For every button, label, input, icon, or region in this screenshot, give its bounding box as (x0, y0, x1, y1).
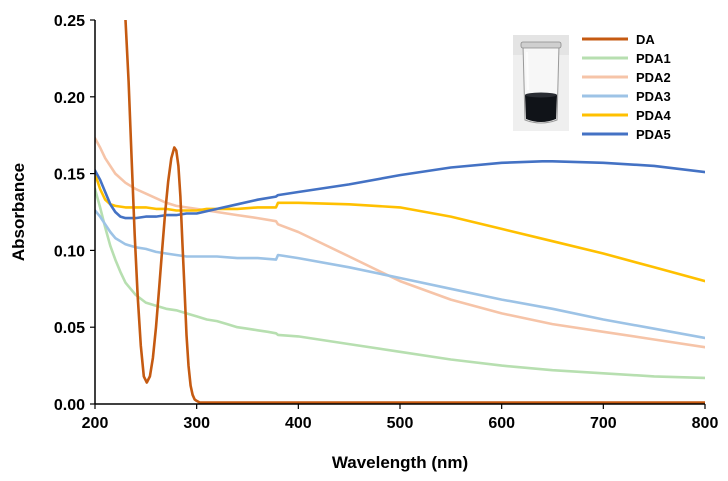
y-tick-label: 0.10 (54, 243, 85, 260)
legend-label-pda4: PDA4 (636, 108, 671, 123)
y-tick-label: 0.25 (54, 13, 85, 30)
x-tick-label: 400 (285, 415, 312, 432)
legend-label-pda1: PDA1 (636, 51, 671, 66)
x-tick-label: 600 (488, 415, 515, 432)
series-line-pda1 (95, 187, 705, 380)
y-axis-title: Absorbance (9, 163, 28, 261)
x-axis-title: Wavelength (nm) (332, 453, 468, 472)
legend-label-da: DA (636, 32, 655, 47)
y-tick-label: 0.15 (54, 167, 85, 184)
legend-label-pda3: PDA3 (636, 89, 671, 104)
x-tick-label: 200 (82, 415, 109, 432)
legend-label-pda2: PDA2 (636, 70, 671, 85)
x-ticks: 200 300 400 500 600 700 800 (82, 404, 719, 432)
y-tick-label: 0.00 (54, 397, 85, 414)
series-line-pda4 (95, 172, 705, 283)
x-tick-label: 300 (183, 415, 210, 432)
legend-label-pda5: PDA5 (636, 127, 671, 142)
series-line-pda2 (95, 137, 705, 349)
series-layer (95, 20, 705, 404)
y-ticks: 0.00 0.05 0.10 0.15 0.20 0.25 (54, 13, 95, 414)
y-tick-label: 0.20 (54, 90, 85, 107)
series-line-pda5 (95, 160, 705, 220)
x-tick-label: 500 (387, 415, 414, 432)
series-line-pda3 (95, 209, 705, 340)
y-tick-label: 0.05 (54, 320, 85, 337)
series-line-da (124, 20, 705, 404)
vial-photo-inset (513, 35, 569, 131)
x-tick-label: 700 (590, 415, 617, 432)
legend: DA PDA1 PDA2 PDA3 PDA4 PDA5 (582, 32, 671, 142)
x-tick-label: 800 (692, 415, 719, 432)
